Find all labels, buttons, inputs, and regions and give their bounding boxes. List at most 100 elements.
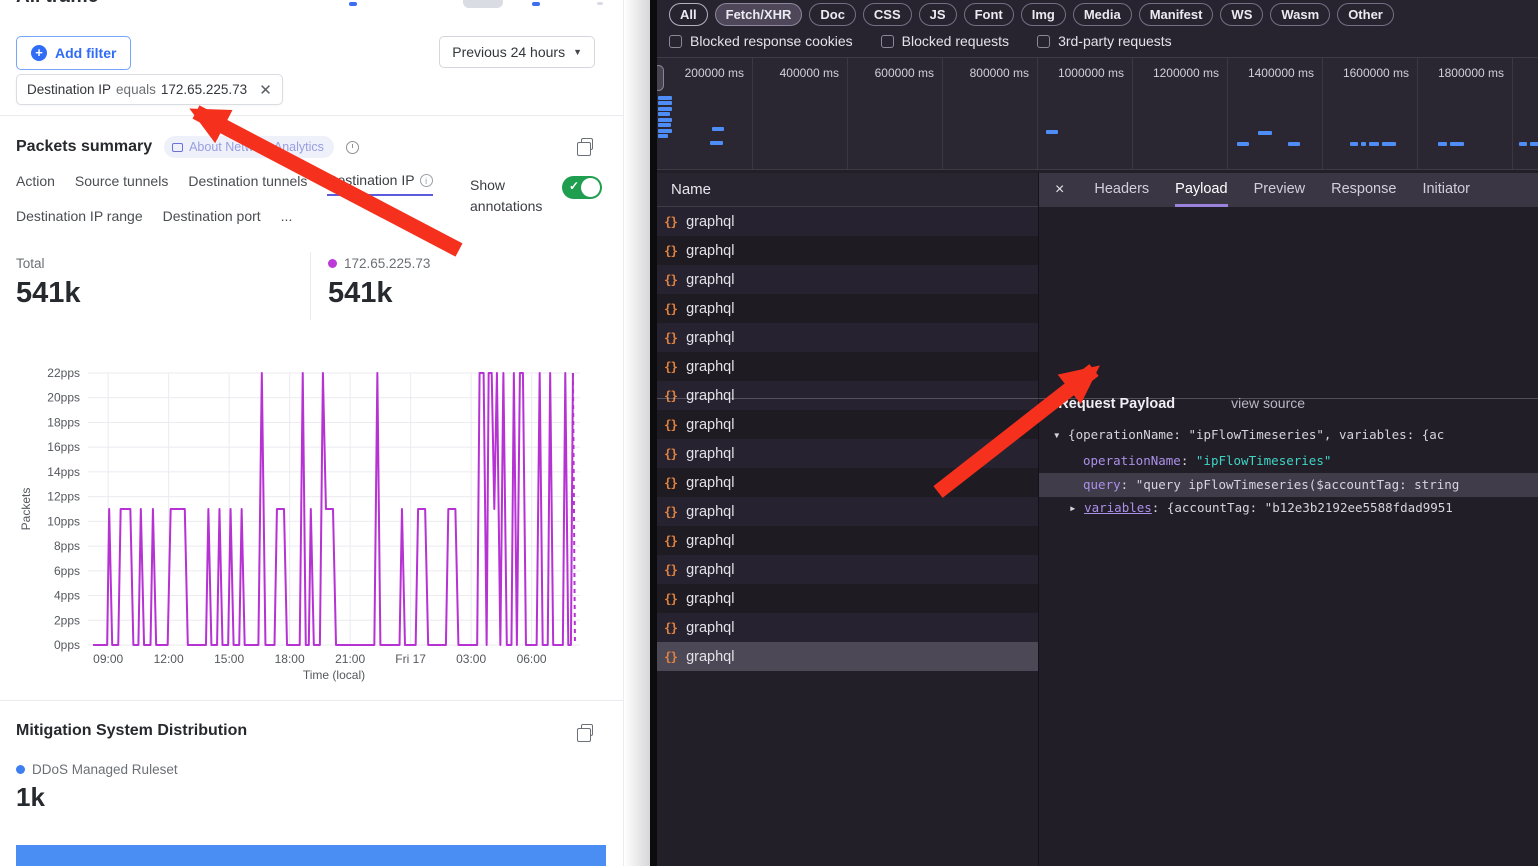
add-filter-button[interactable]: + Add filter [16, 36, 132, 70]
timeline-tick-label: 200000 ms [684, 66, 744, 80]
filter-pill-fetch-xhr[interactable]: Fetch/XHR [714, 3, 803, 26]
tab-destination-tunnels[interactable]: Destination tunnels [188, 173, 308, 189]
request-name: graphql [686, 271, 735, 288]
request-timeline-mark [658, 118, 672, 122]
filter-pill-media[interactable]: Media [1072, 3, 1132, 26]
mitigation-bar [16, 845, 606, 866]
filter-pill-wasm[interactable]: Wasm [1270, 3, 1331, 26]
request-row[interactable]: {} graphql [657, 323, 1038, 352]
expand-icon[interactable] [577, 724, 593, 742]
filter-pill-manifest[interactable]: Manifest [1138, 3, 1214, 26]
show-annotations-toggle[interactable]: ✓ [562, 176, 602, 199]
divider [0, 700, 623, 701]
tab-destination-ip[interactable]: Destination IP i [327, 172, 433, 196]
request-row[interactable]: {} graphql [657, 555, 1038, 584]
request-row[interactable]: {} graphql [657, 207, 1038, 236]
tab-source-tunnels[interactable]: Source tunnels [74, 173, 169, 189]
stat-total: Total 541k [16, 256, 81, 310]
json-file-icon: {} [664, 243, 678, 258]
request-row[interactable]: {} graphql [657, 265, 1038, 294]
filter-pill-doc[interactable]: Doc [809, 3, 856, 26]
details-tab-response[interactable]: Response [1331, 181, 1397, 197]
request-name: graphql [686, 474, 735, 491]
filter-pill-other[interactable]: Other [1337, 3, 1394, 26]
checkbox-blocked-response-cookies[interactable]: Blocked response cookies [669, 33, 853, 49]
network-overview-timeline[interactable]: 200000 ms 400000 ms 600000 ms 800000 ms 1000… [657, 58, 1538, 170]
filter-pill-js[interactable]: JS [918, 3, 957, 26]
checkbox-blocked-requests[interactable]: Blocked requests [880, 33, 1010, 49]
request-row[interactable]: {} graphql [657, 526, 1038, 555]
request-row[interactable]: {} graphql [657, 439, 1038, 468]
devtools-network-panel: All Fetch/XHR Doc CSS JS Font Img Media Manifest… [657, 0, 1538, 866]
request-row[interactable]: {} graphql [657, 294, 1038, 323]
series-dot [328, 259, 337, 268]
filter-pill-all[interactable]: All [669, 3, 708, 26]
clock-icon [345, 140, 359, 154]
time-range-dropdown[interactable]: Previous 24 hours ▼ [439, 36, 595, 68]
tab--[interactable]: ... [280, 208, 293, 224]
filter-pill-font[interactable]: Font [963, 3, 1014, 26]
filter-pill-img[interactable]: Img [1020, 3, 1066, 26]
requests-list: Name {} graphql {} graphql {} graphql {} graphq… [657, 173, 1038, 866]
request-name: graphql [686, 387, 735, 404]
json-file-icon: {} [664, 649, 678, 664]
about-network-analytics-badge[interactable]: About Network Analytics [164, 136, 334, 158]
timeline-tick-label: 600000 ms [874, 66, 934, 80]
request-row[interactable]: {} graphql [657, 642, 1038, 671]
request-row[interactable]: {} graphql [657, 381, 1038, 410]
json-file-icon: {} [664, 359, 678, 374]
details-tab-initiator[interactable]: Initiator [1422, 181, 1470, 197]
payload-code-line[interactable]: operationName: "ipFlowTimeseries" [1039, 449, 1538, 473]
code-token: "ipFlowTimeseries" [1195, 453, 1332, 468]
checkbox-label: Blocked requests [901, 33, 1010, 49]
request-name: graphql [686, 648, 735, 665]
details-tab-payload[interactable]: Payload [1175, 173, 1228, 207]
tab-action[interactable]: Action [16, 173, 55, 189]
request-row[interactable]: {} graphql [657, 584, 1038, 613]
close-icon[interactable]: × [1055, 181, 1065, 198]
request-timeline-mark [658, 101, 672, 105]
json-file-icon: {} [664, 591, 678, 606]
request-timeline-mark [1350, 142, 1358, 146]
request-row[interactable]: {} graphql [657, 236, 1038, 265]
checkbox-icon [880, 34, 894, 48]
close-icon[interactable]: ✕ [259, 81, 272, 99]
scrollbar-track[interactable] [623, 0, 650, 866]
view-source-link[interactable]: view source [1231, 395, 1306, 411]
timeline-handle[interactable] [657, 65, 664, 91]
request-timeline-mark [658, 129, 672, 133]
request-row[interactable]: {} graphql [657, 410, 1038, 439]
code-token: : "query ipFlowTimeseries($accountTag: s… [1120, 477, 1460, 492]
request-row[interactable]: {} graphql [657, 352, 1038, 381]
divider [657, 398, 1538, 399]
filter-pill-ws[interactable]: WS [1220, 3, 1264, 26]
code-token: ▾ {operationName: "ipFlowTimeseries", va… [1053, 427, 1445, 442]
request-row[interactable]: {} graphql [657, 468, 1038, 497]
panel-gap [650, 0, 657, 866]
details-tab-headers[interactable]: Headers [1094, 181, 1150, 197]
timeline-tick-label: 800000 ms [969, 66, 1029, 80]
checkbox-icon [1037, 34, 1051, 48]
checkbox-label: Blocked response cookies [690, 33, 853, 49]
payload-code-line[interactable]: ▸ variables: {accountTag: "b12e3b2192ee5… [1039, 496, 1538, 520]
filter-checkboxes: Blocked response cookies Blocked requests… [669, 33, 1172, 49]
svg-text:6pps: 6pps [54, 564, 80, 578]
payload-code-line[interactable]: ▾ {operationName: "ipFlowTimeseries", va… [1039, 423, 1538, 447]
payload-code-line[interactable]: query: "query ipFlowTimeseries($accountT… [1039, 473, 1538, 497]
checkbox-icon [669, 34, 682, 48]
details-tab-preview[interactable]: Preview [1253, 181, 1306, 197]
request-row[interactable]: {} graphql [657, 497, 1038, 526]
filter-pill-css[interactable]: CSS [862, 3, 912, 26]
request-rows: {} graphql {} graphql {} graphql {} graphql {} gr… [657, 207, 1038, 671]
svg-text:18:00: 18:00 [275, 652, 305, 666]
checkbox-3rd-party-requests[interactable]: 3rd-party requests [1037, 33, 1172, 49]
tab-destination-port[interactable]: Destination port [162, 208, 261, 224]
request-row[interactable]: {} graphql [657, 613, 1038, 642]
filter-chip[interactable]: Destination IP equals 172.65.225.73 ✕ [16, 74, 283, 105]
name-column-header[interactable]: Name [657, 173, 1038, 207]
svg-text:Time (local): Time (local) [303, 668, 365, 682]
tab-destination-ip-range[interactable]: Destination IP range [16, 208, 143, 224]
svg-text:21:00: 21:00 [335, 652, 365, 666]
expand-icon[interactable] [577, 138, 593, 156]
stat-total-value: 541k [16, 277, 81, 309]
